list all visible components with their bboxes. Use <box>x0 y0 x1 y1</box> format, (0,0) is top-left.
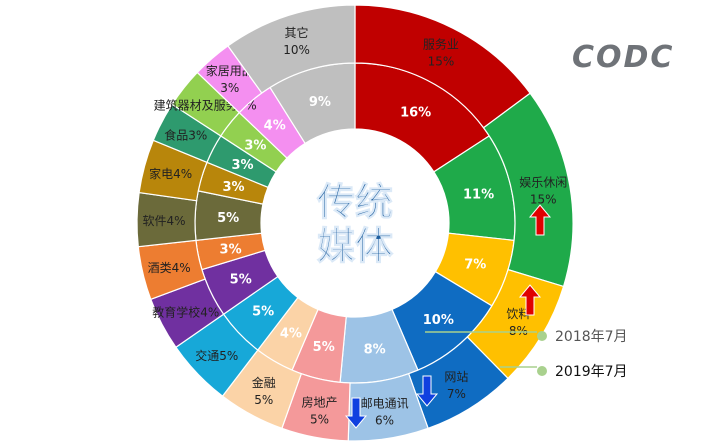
center-hole <box>262 130 448 316</box>
trend-arrow-down-2 <box>415 375 439 407</box>
inner-label-15: 9% <box>309 95 331 110</box>
inner-label-5: 5% <box>313 340 335 355</box>
outer-label-7: 交通5% <box>195 348 238 363</box>
inner-label-11: 3% <box>222 180 244 195</box>
center-title-0: 传统 <box>316 180 393 224</box>
trend-arrow-down-3 <box>344 397 368 429</box>
inner-label-10: 5% <box>217 211 239 226</box>
inner-label-8: 5% <box>230 272 252 287</box>
legend-outer-dot <box>537 366 547 376</box>
outer-label-12: 食品3% <box>164 127 207 142</box>
outer-label-2: 饮料 8% <box>506 307 530 338</box>
outer-label-1: 娱乐休闲 15% <box>519 175 567 206</box>
outer-label-4: 邮电通讯 6% <box>361 397 409 428</box>
inner-label-6: 4% <box>280 327 302 342</box>
legend-outer: 2019年7月 <box>537 361 628 381</box>
outer-label-3: 网站 7% <box>444 370 468 401</box>
trend-arrow-up-1 <box>518 284 542 316</box>
inner-label-3: 10% <box>423 313 454 328</box>
trend-arrow-up-0 <box>528 204 552 236</box>
inner-label-4: 8% <box>364 342 386 357</box>
legend-inner-dot <box>537 331 547 341</box>
outer-label-5: 房地产 5% <box>302 395 338 427</box>
inner-label-7: 5% <box>252 305 274 320</box>
inner-label-13: 3% <box>244 138 266 153</box>
legend-outer-label: 2019年7月 <box>555 364 628 380</box>
outer-label-15: 其它 10% <box>283 25 310 57</box>
outer-ring-slice-15 <box>227 4 356 94</box>
codc-logo: CODC <box>572 40 675 75</box>
outer-label-6: 金融 5% <box>252 375 276 407</box>
center-title-1: 媒体 <box>317 224 393 268</box>
outer-label-0: 服务业 15% <box>423 36 459 68</box>
inner-label-14: 4% <box>264 119 286 134</box>
inner-label-2: 7% <box>464 258 486 273</box>
outer-label-11: 家电4% <box>149 166 192 181</box>
outer-label-9: 酒类4% <box>148 261 191 275</box>
inner-label-12: 3% <box>231 158 253 173</box>
legend-inner-label: 2018年7月 <box>555 329 628 345</box>
outer-label-10: 软件4% <box>142 214 185 228</box>
legend-inner: 2018年7月 <box>537 326 628 346</box>
outer-label-14: 家居用品 3% <box>206 63 254 95</box>
outer-label-8: 教育学校4% <box>152 305 219 320</box>
inner-label-9: 3% <box>220 243 242 258</box>
inner-label-0: 16% <box>400 105 431 120</box>
inner-label-1: 11% <box>463 188 494 203</box>
